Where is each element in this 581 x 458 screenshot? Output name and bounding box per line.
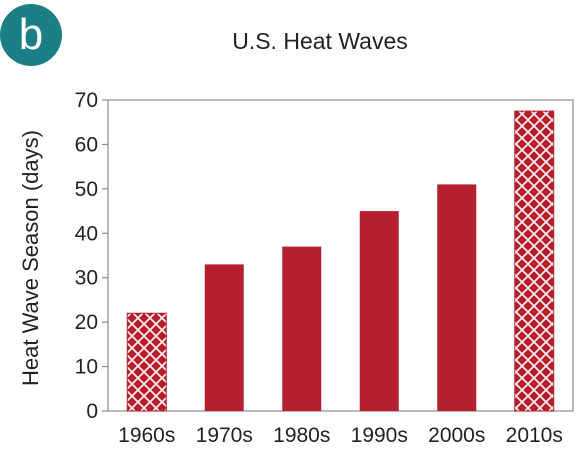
x-tick-label: 1990s xyxy=(351,424,408,447)
panel-badge-circle xyxy=(0,4,62,66)
y-tick-label: 0 xyxy=(86,400,98,423)
y-tick-label: 10 xyxy=(75,356,98,379)
bar-1970s xyxy=(204,264,244,411)
y-tick-label: 60 xyxy=(75,133,98,156)
x-tick-label: 1980s xyxy=(273,424,330,447)
x-axis: 1960s 1970s 1980s 1990s 2000s 2010s xyxy=(118,424,563,447)
x-tick-label: 2000s xyxy=(428,424,485,447)
y-tick-label: 40 xyxy=(75,222,98,245)
x-tick-label: 2010s xyxy=(506,424,563,447)
y-axis-title: Heat Wave Season (days) xyxy=(18,130,43,386)
chart-title: U.S. Heat Waves xyxy=(232,28,408,54)
y-tick-label: 20 xyxy=(75,311,98,334)
x-tick-label: 1960s xyxy=(118,424,175,447)
plot-frame xyxy=(107,99,574,412)
bars xyxy=(126,110,555,412)
y-axis: 0 10 20 30 40 50 60 70 xyxy=(75,89,108,423)
bar-2000s xyxy=(437,184,477,411)
bar-2010s xyxy=(514,110,555,412)
x-tick-label: 1970s xyxy=(196,424,253,447)
bar-1980s xyxy=(282,246,322,411)
bar-1960s xyxy=(126,312,167,412)
y-tick-label: 70 xyxy=(75,89,98,112)
bar-1990s xyxy=(359,211,399,411)
panel-badge: b xyxy=(0,4,62,66)
y-tick-label: 30 xyxy=(75,267,98,290)
panel-badge-letter: b xyxy=(19,10,43,59)
y-tick-label: 50 xyxy=(75,178,98,201)
